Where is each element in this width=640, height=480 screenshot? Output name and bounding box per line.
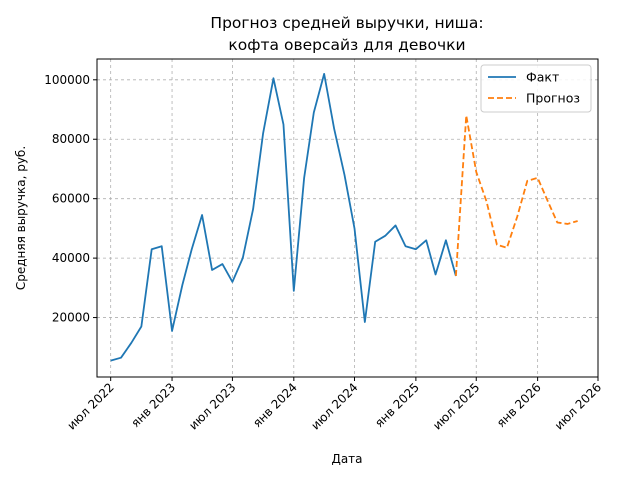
- chart-title-line-2: кофта оверсайз для девочки: [228, 36, 465, 54]
- legend-label-forecast: Прогноз: [526, 91, 580, 106]
- series-lines: [110, 72, 578, 362]
- chart-title-line-1: Прогноз средней выручки, ниша:: [210, 14, 483, 32]
- y-axis-label: Средняя выручка, руб.: [14, 146, 28, 290]
- series-line-fact: [110, 72, 457, 362]
- y-tick-label: 20000: [52, 311, 90, 325]
- y-tick-label: 40000: [52, 251, 90, 265]
- series-line-forecast: [455, 114, 578, 277]
- y-tick-label: 100000: [44, 73, 90, 87]
- x-axis-label: Дата: [331, 452, 362, 466]
- plot-frame: [96, 58, 599, 378]
- legend-label-fact: Факт: [526, 70, 559, 85]
- legend: Факт Прогноз: [480, 64, 592, 113]
- y-axis-ticks: 20000 40000 60000 80000 100000: [44, 73, 97, 325]
- y-tick-label: 60000: [52, 192, 90, 206]
- y-tick-label: 80000: [52, 132, 90, 146]
